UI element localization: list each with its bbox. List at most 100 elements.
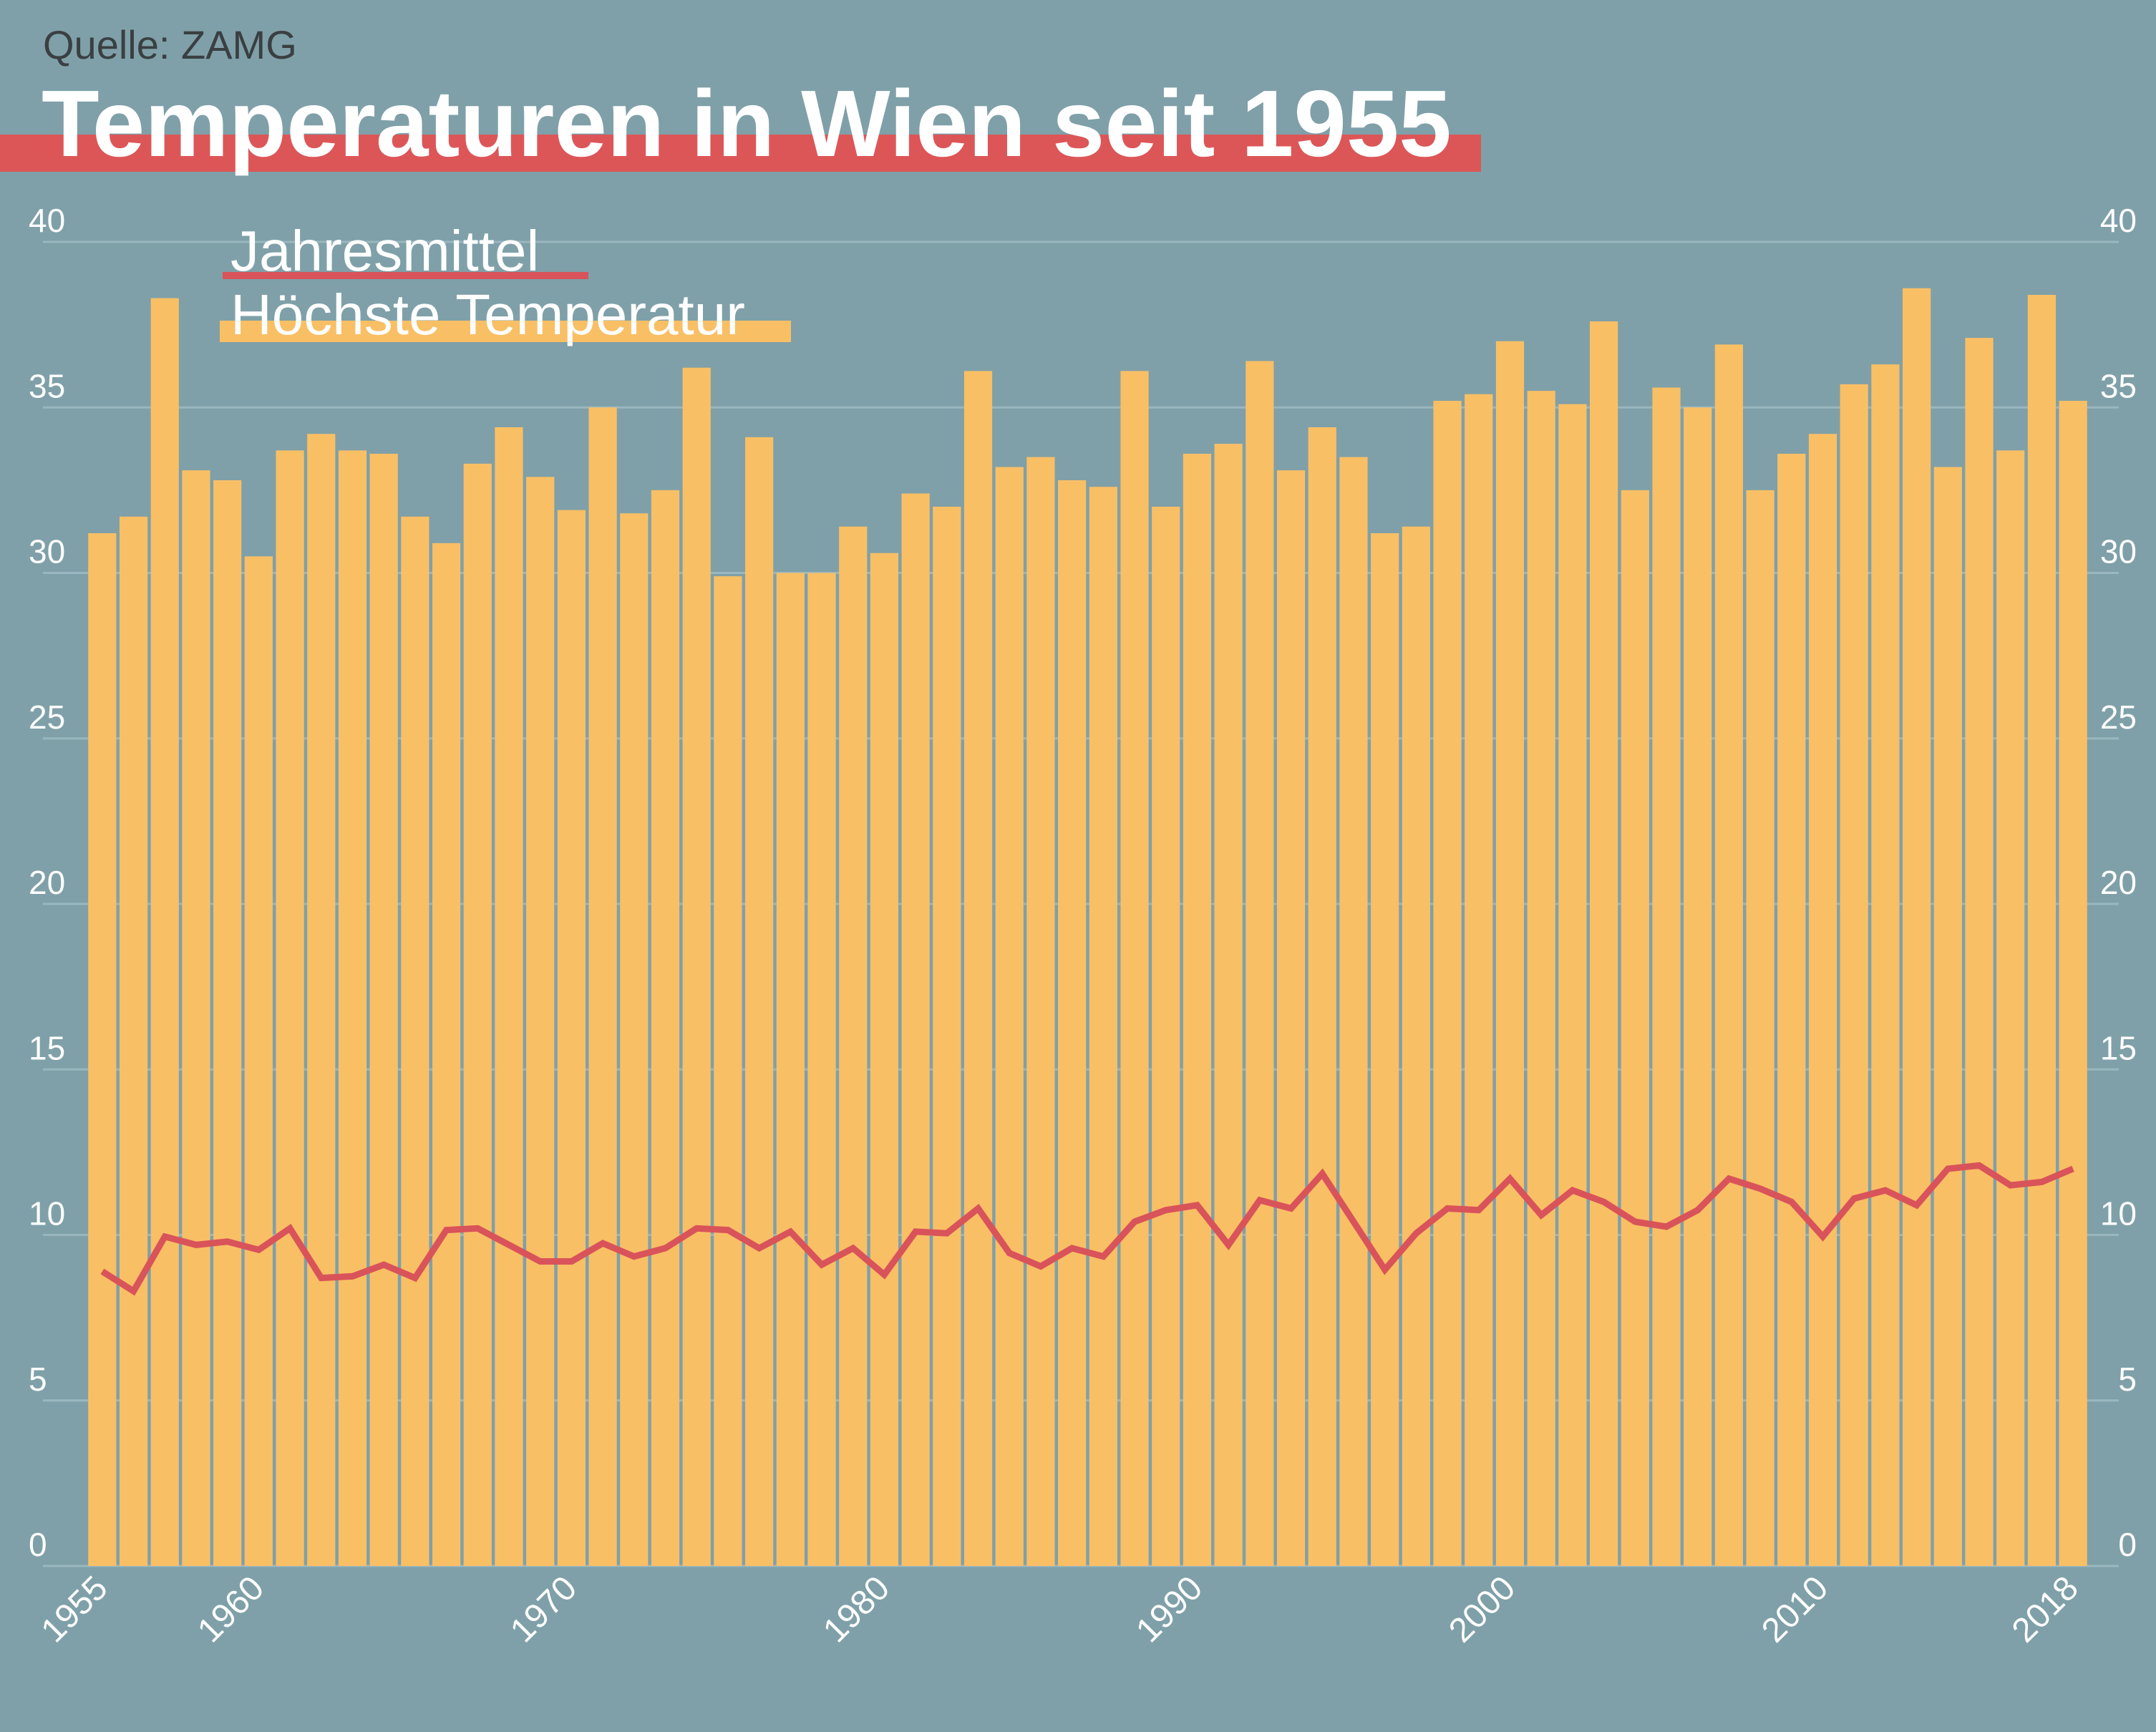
source-label: Quelle: ZAMG (43, 22, 297, 67)
bar-1978 (807, 573, 836, 1566)
bar-1980 (870, 553, 899, 1566)
bar-1972 (620, 513, 649, 1566)
x-tick-label: 1990 (1129, 1569, 1210, 1650)
bar-2016 (1996, 450, 2025, 1566)
bar-1961 (276, 450, 304, 1566)
bar-2008 (1746, 490, 1774, 1566)
x-axis-ticks: 1955 1960 1970 1980 1990 2000 2010 2018 (34, 1569, 2086, 1650)
y-tick-label-left: 40 (29, 202, 65, 239)
bar-1968 (495, 427, 523, 1566)
x-tick-label: 1970 (503, 1569, 584, 1650)
y-tick-label-right: 30 (2100, 533, 2137, 570)
legend-swatch-jahresmittel (223, 272, 588, 279)
y-tick-label-left: 10 (29, 1195, 65, 1232)
bar-1973 (651, 490, 680, 1566)
bar-1988 (1120, 371, 1149, 1566)
y-tick-label-left: 5 (29, 1361, 47, 1398)
bar-2004 (1621, 490, 1649, 1566)
bar-1965 (401, 516, 429, 1566)
bar-2000 (1495, 341, 1525, 1566)
y-tick-label-left: 30 (29, 533, 65, 570)
x-tick-label: 1960 (190, 1569, 271, 1650)
bar-1981 (901, 493, 930, 1566)
x-tick-label: 2000 (1442, 1569, 1523, 1650)
bar-2007 (1714, 344, 1744, 1566)
bar-1997 (1402, 526, 1430, 1566)
bar-1996 (1371, 533, 1399, 1566)
chart-title: Temperaturen in Wien seit 1955 (42, 71, 1452, 176)
bar-2001 (1527, 391, 1555, 1566)
bar-1984 (995, 467, 1024, 1566)
bar-1960 (244, 556, 273, 1566)
bar-1962 (307, 434, 336, 1566)
title-highlight-bar (0, 135, 1481, 172)
bar-2018 (2059, 401, 2087, 1566)
bar-1958 (182, 470, 210, 1566)
bars-hoechste-temperatur (88, 288, 2087, 1566)
y-tick-label-right: 25 (2100, 699, 2137, 736)
line-jahresmittel (100, 1162, 2074, 1296)
bar-1986 (1058, 480, 1087, 1566)
bar-1994 (1308, 427, 1336, 1566)
y-axis-ticks: 0 0 5 5 10 10 15 15 20 20 25 25 30 30 35 35 40 40 (29, 202, 2137, 1563)
bar-1970 (557, 510, 586, 1566)
bar-1957 (150, 298, 179, 1566)
bar-1991 (1214, 444, 1243, 1566)
y-tick-label-left: 0 (29, 1526, 47, 1563)
bar-1982 (933, 507, 961, 1566)
bar-1975 (714, 576, 742, 1566)
bar-2014 (1933, 467, 1962, 1566)
y-tick-label-left: 25 (29, 699, 65, 736)
y-tick-label-right: 40 (2100, 202, 2137, 239)
legend-label-hoechste-temperatur: Höchste Temperatur (230, 283, 745, 346)
y-tick-label-left: 15 (29, 1029, 65, 1066)
legend-swatch-hoechste-temperatur (220, 321, 791, 342)
y-tick-label-left: 20 (29, 864, 65, 901)
y-tick-label-right: 20 (2100, 864, 2137, 901)
x-tick-label: 2018 (2005, 1569, 2086, 1650)
bar-2017 (2027, 295, 2057, 1566)
bar-2005 (1652, 387, 1681, 1566)
bar-1998 (1433, 401, 1462, 1566)
bar-1983 (963, 371, 993, 1566)
y-tick-label-right: 0 (2118, 1526, 2137, 1563)
bar-2002 (1558, 404, 1587, 1566)
bar-1977 (776, 573, 805, 1566)
bar-1959 (213, 480, 242, 1566)
legend: Jahresmittel Höchste Temperatur (220, 219, 791, 346)
bar-1963 (338, 450, 367, 1566)
bar-2010 (1808, 434, 1837, 1566)
bar-1987 (1089, 487, 1117, 1566)
bar-1967 (463, 463, 492, 1566)
y-tick-label-right: 10 (2100, 1195, 2137, 1232)
legend-label-jahresmittel: Jahresmittel (230, 219, 539, 283)
bar-1985 (1026, 457, 1055, 1566)
bar-1995 (1339, 457, 1368, 1566)
bar-1990 (1183, 454, 1212, 1566)
bar-1964 (369, 454, 398, 1566)
bar-1976 (745, 437, 774, 1566)
y-tick-label-right: 35 (2100, 367, 2137, 404)
bar-2015 (1965, 338, 1994, 1566)
bar-1993 (1276, 470, 1306, 1566)
bar-1966 (432, 543, 461, 1566)
y-tick-label-left: 35 (29, 367, 65, 404)
y-tick-label-right: 5 (2118, 1361, 2137, 1398)
bar-1956 (119, 516, 148, 1566)
x-tick-label: 2010 (1754, 1569, 1835, 1650)
bar-1989 (1152, 507, 1180, 1566)
bar-1969 (526, 477, 555, 1566)
bar-2011 (1840, 384, 1868, 1566)
bar-1971 (588, 407, 617, 1566)
bar-2012 (1871, 364, 1900, 1566)
bar-2006 (1684, 407, 1712, 1566)
bar-1979 (839, 526, 868, 1566)
bar-1974 (682, 367, 711, 1566)
bar-2013 (1903, 288, 1931, 1566)
bar-2009 (1777, 454, 1806, 1566)
bar-1992 (1245, 361, 1274, 1566)
bar-1955 (88, 533, 117, 1566)
bar-1999 (1465, 394, 1493, 1566)
bar-2003 (1590, 321, 1618, 1566)
y-tick-label-right: 15 (2100, 1029, 2137, 1066)
